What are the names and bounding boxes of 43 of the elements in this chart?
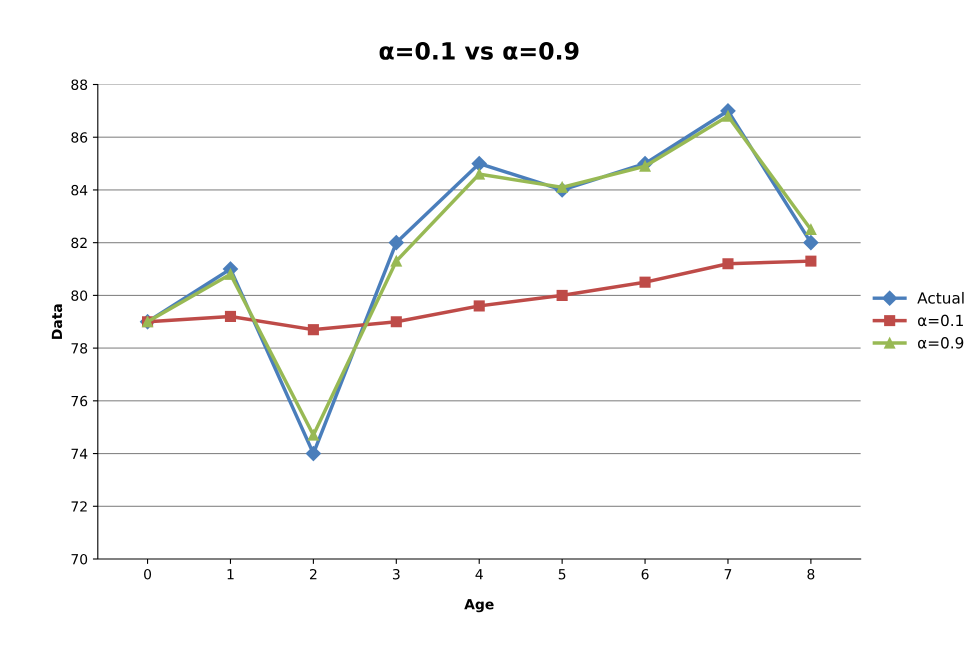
point xyxy=(224,310,236,322)
point xyxy=(224,268,236,280)
point xyxy=(474,300,485,312)
point xyxy=(805,256,816,267)
point xyxy=(390,316,402,328)
point xyxy=(306,446,321,462)
point xyxy=(390,256,402,267)
legend-label: Actual xyxy=(917,292,964,304)
y-tick-label: 74 xyxy=(72,448,88,459)
point xyxy=(308,430,319,441)
x-tick-label: 3 xyxy=(392,568,400,580)
point xyxy=(803,235,818,250)
point xyxy=(474,168,485,180)
y-tick-label: 70 xyxy=(72,554,88,564)
y-tick-label: 78 xyxy=(72,343,88,354)
point xyxy=(805,224,816,236)
x-axis-title: Age xyxy=(464,599,494,612)
x-tick-label: 0 xyxy=(144,568,152,580)
point xyxy=(722,258,734,270)
point xyxy=(388,235,404,250)
x-tick-label: 7 xyxy=(724,569,732,580)
y-tick-label: 72 xyxy=(72,501,87,512)
y-tick-label: 82 xyxy=(71,238,87,248)
x-tick-label: 6 xyxy=(642,568,649,580)
point xyxy=(556,290,568,301)
y-axis-title: Data xyxy=(52,304,62,339)
point xyxy=(308,324,319,336)
y-tick-label: 84 xyxy=(71,184,88,196)
y-tick-label: 88 xyxy=(71,79,88,90)
y-tick-label: 80 xyxy=(71,290,88,301)
x-tick-label: 1 xyxy=(228,569,234,580)
legend-label: α=0.1 xyxy=(918,314,963,326)
point xyxy=(472,156,487,172)
x-tick-label: 4 xyxy=(475,569,483,580)
y-tick-label: 76 xyxy=(72,396,88,406)
x-tick-label: 2 xyxy=(310,568,316,580)
point xyxy=(640,276,651,288)
point xyxy=(722,110,734,122)
y-tick-label: 86 xyxy=(71,132,88,143)
legend-label: α=0.9 xyxy=(918,337,964,349)
x-tick-label: 5 xyxy=(558,569,566,580)
x-tick-label: 8 xyxy=(807,568,814,580)
chart-title: α=0.1 vs α=0.9 xyxy=(380,42,578,60)
